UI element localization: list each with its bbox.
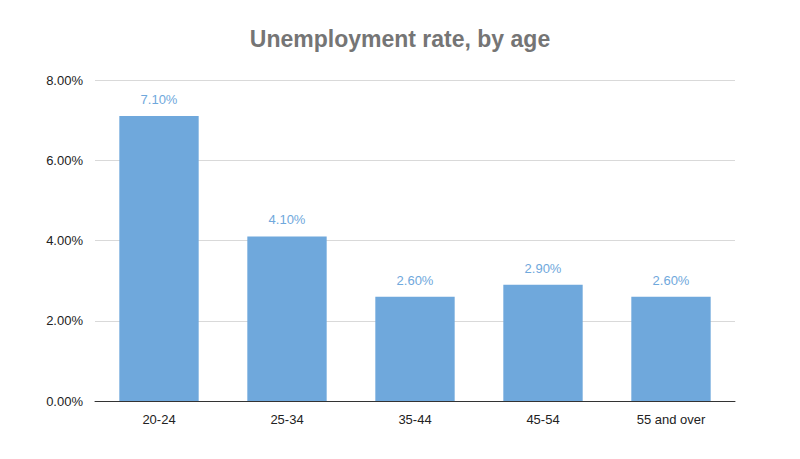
svg-text:4.10%: 4.10%	[269, 212, 306, 227]
svg-text:4.00%: 4.00%	[46, 233, 83, 248]
svg-text:2.60%: 2.60%	[397, 273, 434, 288]
svg-text:Unemployment rate, by age: Unemployment rate, by age	[250, 26, 550, 52]
svg-text:25-34: 25-34	[270, 412, 303, 427]
svg-text:35-44: 35-44	[398, 412, 431, 427]
svg-text:2.60%: 2.60%	[653, 273, 690, 288]
svg-text:55 and over: 55 and over	[637, 412, 706, 427]
svg-text:2.90%: 2.90%	[525, 261, 562, 276]
svg-text:2.00%: 2.00%	[46, 313, 83, 328]
svg-text:6.00%: 6.00%	[46, 153, 83, 168]
svg-text:7.10%: 7.10%	[141, 92, 178, 107]
svg-text:8.00%: 8.00%	[46, 73, 83, 88]
svg-text:20-24: 20-24	[142, 412, 175, 427]
svg-text:45-54: 45-54	[526, 412, 559, 427]
svg-text:0.00%: 0.00%	[46, 394, 83, 409]
